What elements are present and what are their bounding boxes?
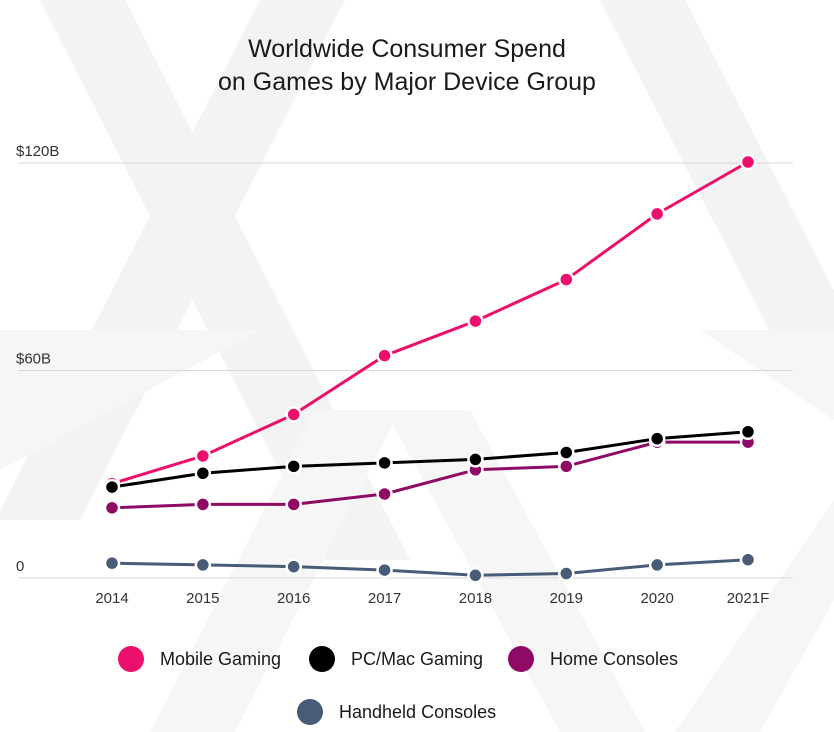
data-point (558, 271, 575, 288)
y-axis-ticks: 0 $60B $120B (16, 143, 59, 575)
legend-label: PC/Mac Gaming (351, 649, 483, 669)
data-point (103, 478, 121, 496)
data-point (467, 451, 484, 468)
x-tick-label: 2017 (368, 590, 401, 607)
data-point (376, 561, 393, 579)
chart-title: Worldwide Consumer Spend on Games by Maj… (218, 35, 596, 96)
series (103, 153, 757, 584)
legend-marker (297, 699, 323, 725)
data-point (648, 430, 666, 447)
legend-marker (309, 646, 335, 672)
data-point (285, 458, 302, 475)
data-point (558, 444, 575, 461)
data-point (648, 205, 666, 223)
legend-item: Handheld Consoles (297, 699, 496, 725)
legend-label: Mobile Gaming (160, 649, 281, 669)
data-point (103, 499, 121, 517)
chart-title-line-1: Worldwide Consumer Spend (248, 35, 566, 63)
data-point (467, 567, 484, 584)
series-line (111, 160, 749, 486)
data-point (739, 153, 757, 171)
legend-item: Home Consoles (508, 646, 678, 672)
legend: Mobile Gaming PC/Mac Gaming Home Consoles H… (118, 646, 678, 725)
legend-label: Handheld Consoles (339, 702, 496, 722)
legend-marker (118, 646, 144, 672)
legend-item: PC/Mac Gaming (309, 646, 483, 672)
series-line (111, 440, 748, 510)
data-point (739, 551, 757, 568)
series-pc-mac-gaming (103, 423, 757, 496)
data-point (103, 554, 121, 572)
x-axis-ticks: 2014 2015 2016 2017 2018 2019 2020 2021F (95, 590, 769, 607)
data-point (194, 447, 212, 465)
data-point (194, 465, 212, 482)
x-tick-label: 2014 (95, 590, 128, 607)
x-tick-label: 2020 (640, 590, 673, 607)
legend-label: Home Consoles (550, 649, 678, 669)
y-tick-label: 0 (16, 558, 24, 575)
x-tick-label: 2019 (550, 590, 583, 607)
data-point (285, 496, 302, 513)
x-tick-label: 2021F (727, 590, 770, 607)
legend-item: Mobile Gaming (118, 646, 281, 672)
data-point (558, 565, 575, 582)
data-point (376, 347, 393, 364)
data-point (194, 556, 212, 574)
x-tick-label: 2015 (186, 590, 219, 607)
data-point (285, 406, 302, 423)
series-line (111, 430, 749, 489)
gridlines (18, 162, 793, 579)
x-tick-label: 2018 (459, 590, 492, 607)
data-point (194, 496, 212, 513)
x-tick-label: 2016 (277, 590, 310, 607)
series-handheld-consoles (103, 551, 757, 584)
chart-title-line-2: on Games by Major Device Group (218, 68, 596, 96)
series-line (111, 558, 749, 577)
legend-marker (508, 646, 534, 672)
y-tick-label: $120B (16, 143, 59, 160)
data-point (285, 558, 302, 575)
data-point (376, 485, 393, 503)
data-point (648, 556, 666, 574)
data-point (558, 458, 575, 475)
data-point (467, 312, 484, 330)
data-point (376, 454, 393, 472)
data-point (739, 423, 757, 440)
y-tick-label: $60B (16, 351, 51, 368)
